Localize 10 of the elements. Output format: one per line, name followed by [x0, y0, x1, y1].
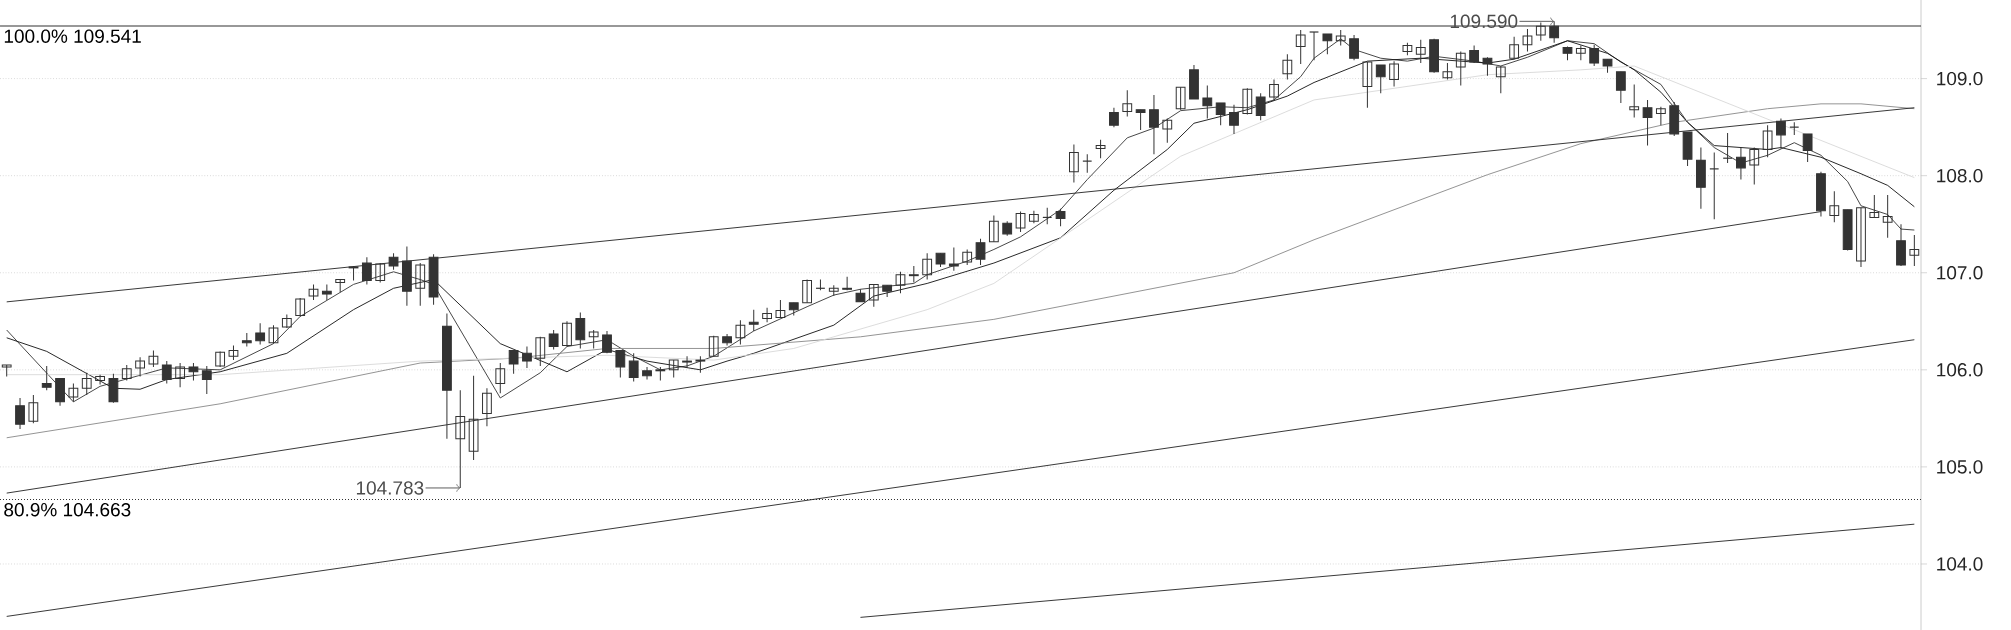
ref-line-label: 80.9% 104.663: [4, 503, 131, 517]
y-tick-label: 104.0: [1937, 557, 1983, 571]
annotation: 109.590: [1450, 14, 1518, 29]
y-tick-label: 109.0: [1937, 71, 1983, 86]
y-tick-label: 107.0: [1937, 266, 1983, 280]
y-tick-label: 108.0: [1937, 168, 1983, 183]
annotation: 104.783: [356, 481, 424, 495]
y-tick-label: 105.0: [1937, 460, 1983, 474]
ref-line-label: 100.0% 109.541: [4, 29, 141, 43]
y-tick-label: 106.0: [1937, 363, 1983, 377]
